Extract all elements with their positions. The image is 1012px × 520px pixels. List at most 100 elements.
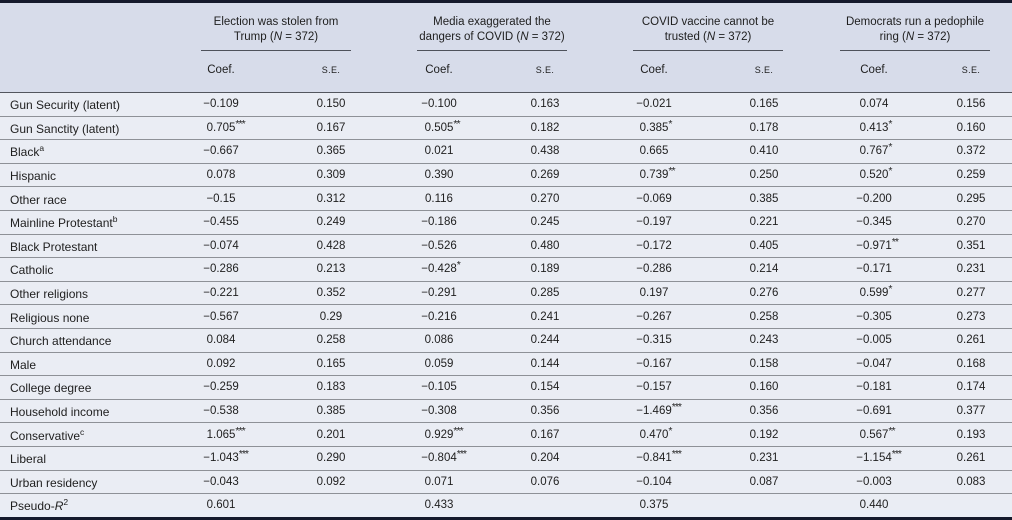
coef-cell: −0.286: [203, 263, 239, 276]
se-cell: 0.087: [749, 475, 779, 488]
se-cell: 0.213: [316, 263, 346, 276]
row-label: Hispanic: [10, 169, 57, 184]
column-group-header-media: Media exaggerated the dangers of COVID (N…: [386, 2, 598, 51]
se-cell: 0.150: [316, 98, 346, 111]
se-cell: 0.241: [530, 310, 560, 323]
se-cell: 0.438: [530, 145, 560, 158]
se-cell: 0.269: [530, 169, 560, 182]
se-cell: 0.261: [956, 334, 986, 347]
se-cell: 0.372: [956, 145, 986, 158]
table-row: College degree −0.259 0.183 −0.105 0.154 −0.1…: [0, 375, 1012, 400]
coef-cell: −0.043: [203, 475, 239, 488]
coef-cell: 0.074: [859, 98, 889, 111]
coef-cell: 0.665: [639, 145, 669, 158]
significance-stars: ***: [891, 448, 902, 461]
coef-cell: −0.538: [203, 405, 239, 418]
coef-cell: −1.043 ***: [203, 448, 249, 465]
se-cell: 0.365: [316, 145, 346, 158]
coef-cell: −0.167: [636, 357, 672, 370]
coef-cell: 0.071: [424, 475, 454, 488]
significance-stars: ***: [235, 117, 245, 130]
row-label: Gun Security (latent): [10, 98, 121, 113]
coef-cell: −0.667: [203, 145, 239, 158]
coef-cell: −0.200: [856, 192, 892, 205]
coef-column-header: Coef.: [640, 63, 668, 76]
coef-cell: −0.221: [203, 287, 239, 300]
footnote-marker: b: [112, 214, 118, 225]
row-label: Gun Sanctity (latent): [10, 121, 120, 136]
significance-stars: **: [668, 165, 675, 178]
se-cell: 0.356: [530, 405, 560, 418]
significance-stars: ***: [453, 424, 463, 437]
se-cell: 0.192: [749, 428, 779, 441]
se-cell: 0.29: [319, 310, 343, 323]
row-label: Conservativec: [10, 426, 85, 443]
significance-stars: **: [888, 424, 895, 437]
coef-cell: 0.767 *: [859, 141, 893, 158]
se-cell: 0.201: [316, 428, 346, 441]
coef-cell: −0.197: [636, 216, 672, 229]
coef-cell: −0.308: [421, 405, 457, 418]
significance-stars: **: [891, 235, 899, 248]
coef-cell: −0.259: [203, 381, 239, 394]
row-label: Church attendance: [10, 334, 112, 349]
se-cell: 0.276: [749, 287, 779, 300]
significance-stars: *: [668, 424, 672, 437]
table-row: Catholic −0.286 0.213 −0.428 * 0.189 −0.286 0.2…: [0, 257, 1012, 282]
coef-cell: 0.078: [206, 169, 236, 182]
coef-cell: −0.021: [636, 98, 672, 111]
coef-cell: −0.069: [636, 192, 672, 205]
se-cell: 0.405: [749, 239, 779, 252]
coef-cell: 0.599 *: [859, 283, 893, 300]
table-row: Religious none −0.567 0.29 −0.216 0.241 −0.26…: [0, 304, 1012, 329]
coef-cell: −0.003: [856, 475, 892, 488]
group-title: Election was stolen from Trump (N = 372): [213, 15, 339, 43]
column-group-header-pedophile: Democrats run a pedophile ring (N = 372): [818, 2, 1012, 51]
se-cell: 0.250: [749, 169, 779, 182]
table-row: Other race −0.15 0.312 0.116 0.270 −0.069 0.38…: [0, 186, 1012, 211]
table-row: Blacka −0.667 0.365 0.021 0.438 0.665 0.410 0.7…: [0, 139, 1012, 164]
coef-cell: −0.971 **: [856, 235, 899, 252]
se-cell: 0.428: [316, 239, 346, 252]
group-underline: [633, 50, 783, 51]
se-cell: 0.312: [316, 192, 346, 205]
coef-cell: 0.116: [425, 192, 453, 205]
se-cell: 0.295: [956, 192, 986, 205]
se-cell: 0.231: [749, 452, 779, 465]
se-column-header: S.E.: [535, 64, 555, 75]
coef-cell: −0.100: [421, 98, 457, 111]
se-cell: 0.076: [530, 475, 560, 488]
column-group-header-election: Election was stolen from Trump (N = 372): [166, 2, 386, 51]
coef-cell: 0.505 **: [424, 117, 461, 134]
coef-cell: −0.109: [203, 98, 239, 111]
coef-cell: −0.172: [636, 239, 672, 252]
group-title: Democrats run a pedophile ring (N = 372): [845, 15, 985, 43]
se-cell: 0.258: [316, 334, 346, 347]
coef-cell: 0.601: [206, 499, 236, 512]
table-row: Church attendance 0.084 0.258 0.086 0.244 −0.…: [0, 328, 1012, 352]
se-cell: [710, 494, 818, 519]
se-cell: 0.189: [530, 263, 560, 276]
se-cell: 0.245: [530, 216, 560, 229]
se-cell: 0.377: [956, 405, 986, 418]
group-title-row: Election was stolen from Trump (N = 372) …: [0, 2, 1012, 51]
coef-cell: −1.469 ***: [636, 401, 682, 418]
se-cell: 0.167: [316, 121, 346, 134]
table-row: Liberal −1.043 *** 0.290 −0.804 *** 0.204 −0.84…: [0, 446, 1012, 470]
se-cell: 0.156: [956, 98, 986, 111]
significance-stars: ***: [238, 448, 249, 461]
coef-cell: −0.104: [636, 475, 672, 488]
table-body: Gun Security (latent) −0.109 0.150 −0.100 0.…: [0, 92, 1012, 519]
coef-cell: −0.428 *: [421, 259, 461, 276]
coef-cell: −0.691: [856, 405, 892, 418]
significance-stars: **: [453, 117, 460, 130]
row-label: Liberal: [10, 452, 47, 467]
table-header: Election was stolen from Trump (N = 372) …: [0, 1, 1012, 93]
coef-cell: 0.567 **: [859, 424, 896, 441]
coef-cell: 0.375: [639, 499, 669, 512]
coef-cell: −0.286: [636, 263, 672, 276]
coef-column-header: Coef.: [425, 63, 453, 76]
coef-cell: −0.171: [856, 263, 892, 276]
coef-cell: 0.092: [206, 357, 236, 370]
significance-stars: ***: [235, 424, 245, 437]
